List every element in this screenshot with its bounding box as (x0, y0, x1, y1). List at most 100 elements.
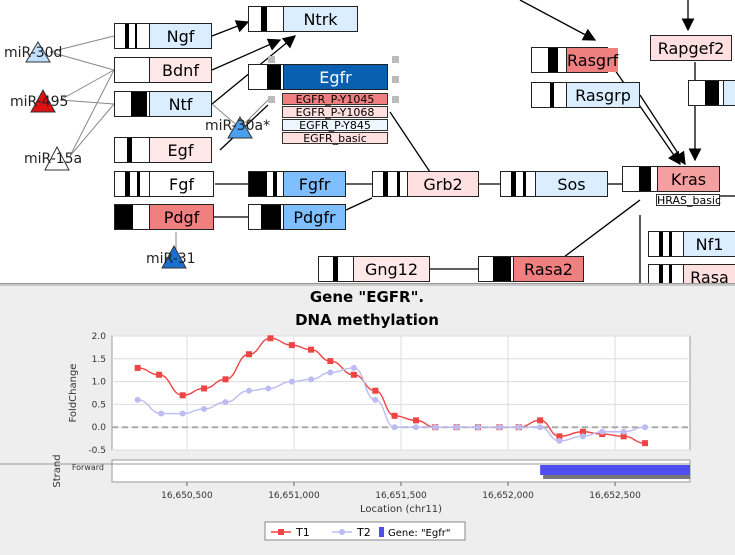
mir-31-label[interactable]: miR-31 (146, 251, 196, 267)
node-label: Egfr (284, 65, 387, 89)
data-point-T1 (201, 385, 208, 392)
y-axis-label: FoldChange (68, 364, 79, 423)
y-tick-label: 0.5 (92, 400, 106, 410)
y-tick-label: 1.5 (92, 355, 106, 365)
legend-box (264, 521, 466, 541)
methylation-chart[interactable]: Gene "EGFR". DNA methylation 2.0 1.5 1.0 0.5 0… (0, 286, 735, 555)
x-tick-label: 16,651,000 (268, 491, 320, 501)
data-point-T2 (265, 385, 272, 392)
node-fgf[interactable]: Fgf (114, 171, 214, 197)
data-point-T1 (391, 412, 398, 419)
data-point-T1 (642, 440, 649, 447)
data-point-T2 (327, 369, 334, 376)
y-tick-label: -0.5 (88, 446, 106, 456)
y-tick-label: 2.0 (92, 332, 107, 342)
data-point-T2 (515, 424, 522, 431)
node-rapgef2[interactable]: Rapgef2 (650, 35, 732, 61)
data-point-T2 (453, 424, 460, 431)
egfr-sub-p-y1045[interactable]: EGFR_P-Y1045 (282, 93, 388, 106)
data-point-T1 (134, 364, 141, 371)
methylation-bars (532, 83, 567, 107)
node-sos[interactable]: Sos (500, 171, 608, 197)
mir-30a-triangle-icon (227, 115, 253, 139)
node-label: Kras (658, 167, 719, 191)
methylation-bars (249, 172, 284, 196)
node-grb2[interactable]: Grb2 (372, 171, 479, 197)
node-kras[interactable]: Kras (622, 166, 720, 192)
mir-30a-label[interactable]: miR-30a* (205, 118, 271, 134)
network-edges (49, 0, 735, 283)
node-nf1[interactable]: Nf1 (648, 231, 735, 257)
methylation-chart-panel: Gene "EGFR". DNA methylation 2.0 1.5 1.0 0.5 0… (0, 286, 735, 555)
data-point-T2 (537, 424, 544, 431)
data-point-T2 (475, 424, 482, 431)
node-label: Rasgrf (567, 48, 619, 72)
mir-15a-label[interactable]: miR-15a (24, 151, 83, 167)
node-fgfr[interactable]: Fgfr (248, 171, 346, 197)
data-point-T2 (432, 424, 439, 431)
data-point-T2 (642, 424, 649, 431)
methylation-bars (249, 7, 284, 31)
data-point-T1 (350, 371, 357, 378)
methylation-bars (249, 205, 284, 229)
pathway-network[interactable]: Ngf Ntrk Bdnf Egfr EGFR_P-Y1045 EGFR_P-Y… (0, 0, 735, 283)
egfr-sub-basic[interactable]: EGFR_basic (282, 132, 388, 145)
mir-15a-triangle-icon (44, 145, 70, 171)
data-point-T1 (579, 428, 586, 435)
node-label: Nf1 (684, 232, 735, 256)
data-point-T2 (179, 410, 186, 417)
node-rasa2[interactable]: Rasa2 (478, 256, 584, 282)
data-point-T1 (267, 335, 274, 342)
methylation-bars (115, 205, 150, 229)
data-point-T2 (134, 396, 141, 403)
data-point-T2 (350, 364, 357, 371)
data-point-T2 (391, 424, 398, 431)
node-egf[interactable]: Egf (114, 137, 212, 163)
node-ntf[interactable]: Ntf (114, 91, 212, 117)
data-point-T2 (599, 428, 606, 435)
legend-marker-T2 (339, 529, 345, 535)
node-label: Pdgf (150, 205, 213, 229)
legend-label-T1: T1 (295, 526, 310, 539)
mir-30d-label[interactable]: miR-30d (4, 45, 63, 61)
node-pdgfr[interactable]: Pdgfr (248, 204, 346, 230)
node-ntrk[interactable]: Ntrk (248, 6, 358, 32)
egfr-sub-p-y845[interactable]: EGFR_P-Y845 (282, 119, 388, 132)
data-point-T1 (620, 433, 627, 440)
methylation-bars (115, 172, 150, 196)
chart-title: Gene "EGFR". (310, 288, 424, 306)
node-gng12[interactable]: Gng12 (318, 256, 430, 282)
node-ngf[interactable]: Ngf (114, 23, 212, 49)
node-label: Ngf (150, 24, 211, 48)
node-rasgrf[interactable]: Rasgrf (531, 47, 619, 73)
node-rasa[interactable]: Rasa (648, 264, 735, 283)
node-label: Egf (150, 138, 211, 162)
x-tick-label: 16,651,500 (375, 491, 427, 501)
data-point-T1 (308, 346, 315, 353)
strand-label: Strand (52, 454, 63, 487)
kras-sub-hras-basic[interactable]: HRAS_basic (656, 194, 722, 207)
data-point-T2 (308, 376, 315, 383)
node-label: Fgfr (284, 172, 345, 196)
node-label: Ntf (150, 92, 211, 116)
panel-splitter[interactable] (0, 283, 735, 287)
node-pdgf[interactable]: Pdgf (114, 204, 214, 230)
node-bdnf[interactable]: Bdnf (114, 57, 212, 83)
methylation-bars (689, 81, 724, 105)
data-point-T2 (579, 433, 586, 440)
legend-label-T2: T2 (356, 526, 371, 539)
legend-marker-T1 (278, 529, 284, 535)
data-point-T2 (158, 410, 165, 417)
node-rasgrp[interactable]: Rasgrp (531, 82, 640, 108)
data-point-T2 (246, 387, 253, 394)
methylation-bars (249, 65, 284, 89)
node-label: Ntrk (284, 7, 357, 31)
egfr-sub-p-y1068[interactable]: EGFR_P-Y1068 (282, 106, 388, 119)
mir-495-label[interactable]: miR-495 (10, 94, 69, 110)
node-rapgef2-bars[interactable] (688, 80, 735, 106)
node-egfr[interactable]: Egfr (248, 64, 388, 90)
data-point-T1 (327, 358, 334, 365)
mir-31-triangle-icon (161, 244, 187, 269)
gene-track-shadow (543, 475, 690, 479)
node-label: Rapgef2 (651, 36, 731, 60)
